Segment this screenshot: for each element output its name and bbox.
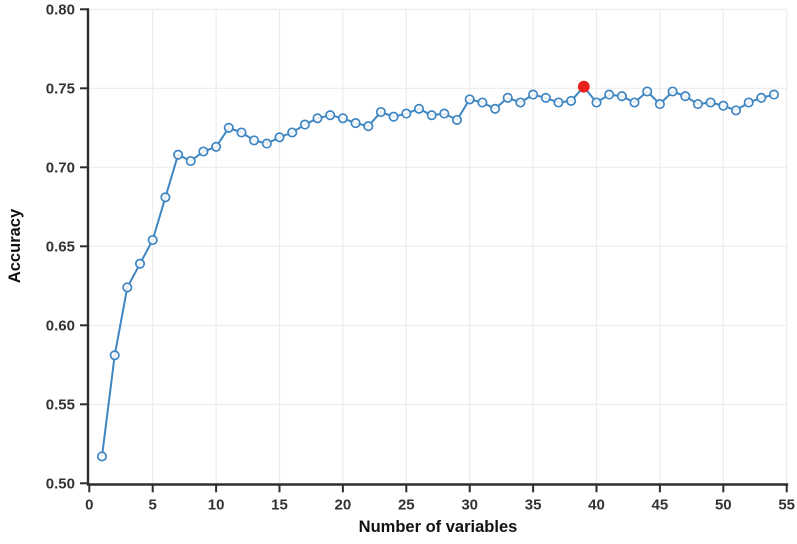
data-point-marker <box>477 97 488 108</box>
y-tick-label: 0.55 <box>46 396 75 413</box>
data-point-marker <box>439 108 450 119</box>
data-point-marker <box>261 138 272 149</box>
data-point-marker <box>426 110 437 121</box>
data-point-marker <box>122 282 133 293</box>
data-series <box>96 80 780 462</box>
data-point-marker <box>756 92 767 103</box>
y-axis-title: Accuracy <box>6 208 24 283</box>
highlighted-data-point <box>577 80 590 93</box>
y-tick-label: 0.65 <box>46 238 75 255</box>
data-point-marker <box>236 127 247 138</box>
data-point-marker <box>490 103 501 114</box>
data-point-marker <box>528 89 539 100</box>
y-tick-label: 0.60 <box>46 317 75 334</box>
data-point-marker <box>629 97 640 108</box>
data-point-marker <box>604 89 615 100</box>
series-line <box>101 85 775 457</box>
data-point-marker <box>616 91 627 102</box>
x-tick-label: 40 <box>588 496 605 513</box>
data-point-marker <box>325 110 336 121</box>
data-point-marker <box>502 92 513 103</box>
data-point-marker <box>173 149 184 160</box>
data-point-marker <box>375 106 386 118</box>
data-point-marker <box>299 119 310 130</box>
data-point-marker <box>642 86 653 97</box>
data-point-marker <box>515 97 526 108</box>
data-point-marker <box>591 97 602 108</box>
data-point-marker <box>540 92 551 103</box>
axes <box>80 8 789 493</box>
data-point-marker <box>680 91 691 102</box>
data-point-marker <box>198 146 209 157</box>
y-tick-label: 0.75 <box>46 80 75 97</box>
data-point-marker <box>337 113 348 124</box>
data-point-marker <box>566 95 577 106</box>
data-point-marker <box>249 135 260 146</box>
data-point-marker <box>312 113 323 124</box>
data-point-marker <box>667 86 678 97</box>
data-point-marker <box>553 97 564 108</box>
x-tick-labels: 0 5 10 15 20 25 30 35 40 45 50 55 <box>85 496 795 513</box>
data-point-marker <box>147 234 158 246</box>
data-point-marker <box>223 122 234 133</box>
data-point-marker <box>718 100 729 111</box>
data-point-marker <box>96 451 108 462</box>
x-tick-label: 0 <box>85 496 93 513</box>
data-point-marker <box>451 114 463 125</box>
x-tick-label: 5 <box>149 496 157 513</box>
data-point-marker <box>654 99 665 110</box>
data-point-marker <box>211 141 222 152</box>
data-point-marker <box>160 192 171 203</box>
data-point-marker <box>109 350 120 361</box>
y-tick-labels: 0.50 0.55 0.60 0.65 0.70 0.75 0.80 <box>46 1 75 492</box>
data-point-marker <box>274 132 285 143</box>
data-point-marker <box>464 94 475 105</box>
data-point-marker <box>287 127 298 138</box>
data-point-marker <box>134 258 146 269</box>
data-point-marker <box>692 99 703 110</box>
x-tick-label: 55 <box>778 496 795 513</box>
x-tick-label: 25 <box>398 496 415 513</box>
data-point-marker <box>705 97 716 108</box>
x-axis-title: Number of variables <box>359 518 518 536</box>
data-point-marker <box>363 121 374 132</box>
data-point-marker <box>350 118 361 129</box>
data-point-marker <box>413 103 425 114</box>
y-tick-label: 0.80 <box>46 1 75 18</box>
x-tick-label: 10 <box>208 496 225 513</box>
gridlines <box>88 8 788 484</box>
x-tick-label: 35 <box>525 496 542 513</box>
data-point-marker <box>768 89 780 100</box>
data-point-marker <box>185 155 196 167</box>
y-tick-label: 0.50 <box>46 475 75 492</box>
x-tick-label: 20 <box>335 496 352 513</box>
y-tick-label: 0.70 <box>46 159 75 176</box>
data-point-marker <box>743 97 754 108</box>
data-point-marker <box>401 108 412 119</box>
data-point-marker <box>388 111 399 122</box>
x-tick-label: 30 <box>461 496 478 513</box>
x-tick-label: 45 <box>652 496 669 513</box>
data-point-marker <box>730 105 742 116</box>
x-tick-label: 50 <box>715 496 732 513</box>
x-tick-label: 15 <box>271 496 288 513</box>
